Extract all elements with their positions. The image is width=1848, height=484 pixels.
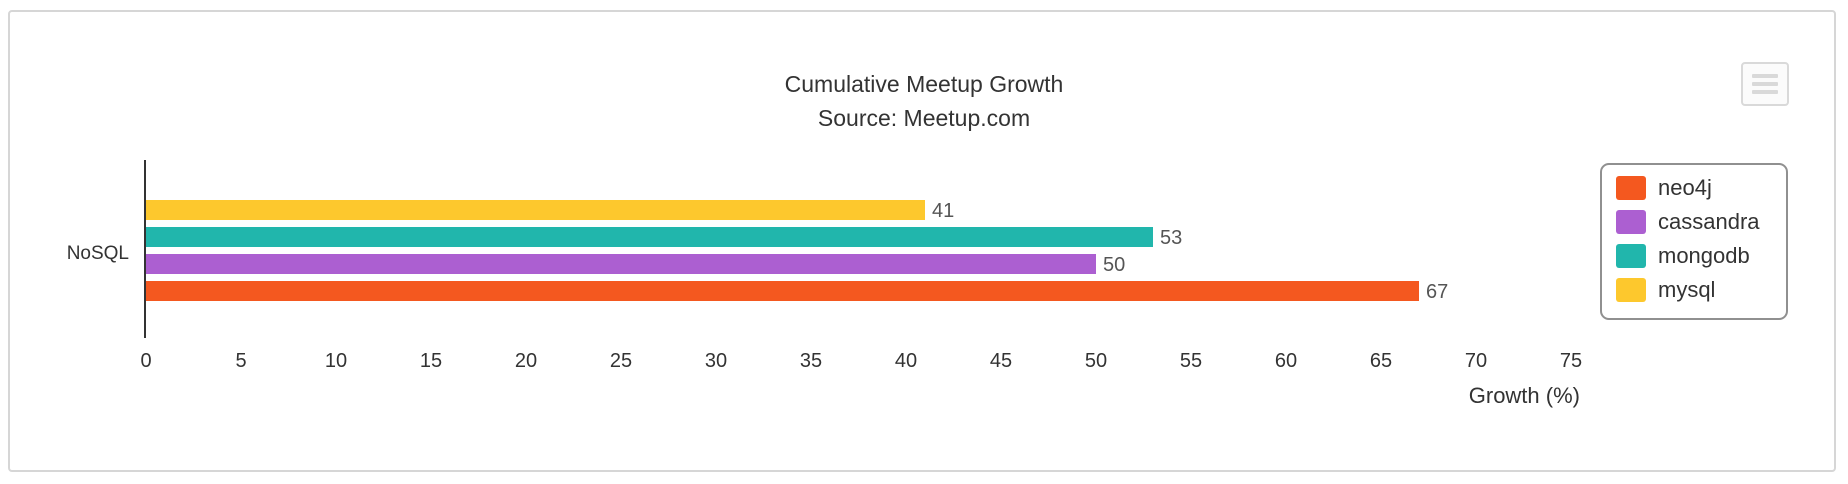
bar-group: [146, 200, 1419, 301]
category-label: NoSQL: [67, 243, 129, 264]
x-tick-label: 45: [990, 350, 1012, 372]
x-tick-group: 0 5 10 15 20 25 30 35 40 45 50 55 60 65 70 75: [140, 350, 1582, 372]
x-tick-label: 0: [140, 350, 151, 372]
x-tick-label: 60: [1275, 350, 1297, 372]
data-label-neo4j: 67: [1426, 281, 1448, 303]
x-tick-label: 40: [895, 350, 917, 372]
x-tick-label: 50: [1085, 350, 1107, 372]
legend-swatch-cassandra[interactable]: [1616, 210, 1646, 234]
x-tick-label: 25: [610, 350, 632, 372]
x-tick-label: 35: [800, 350, 822, 372]
legend-label-cassandra[interactable]: cassandra: [1658, 209, 1760, 234]
x-tick-label: 65: [1370, 350, 1392, 372]
chart-subtitle: Source: Meetup.com: [818, 105, 1030, 131]
data-label-cassandra: 50: [1103, 254, 1125, 276]
x-tick-label: 30: [705, 350, 727, 372]
chart-title: Cumulative Meetup Growth: [785, 71, 1064, 97]
bar-mysql[interactable]: [146, 200, 925, 220]
hamburger-menu-icon: [1752, 74, 1778, 78]
bar-cassandra[interactable]: [146, 254, 1096, 274]
x-tick-label: 55: [1180, 350, 1202, 372]
data-label-mongodb: 53: [1160, 227, 1182, 249]
legend-label-mongodb[interactable]: mongodb: [1658, 243, 1750, 268]
x-tick-label: 75: [1560, 350, 1582, 372]
x-tick-label: 70: [1465, 350, 1487, 372]
legend-swatch-mongodb[interactable]: [1616, 244, 1646, 268]
x-tick-label: 10: [325, 350, 347, 372]
data-label-group: 67 50 53 41: [932, 200, 1448, 303]
bar-mongodb[interactable]: [146, 227, 1153, 247]
x-tick-label: 15: [420, 350, 442, 372]
hamburger-menu-icon-line: [1752, 82, 1778, 86]
hamburger-menu-icon-line: [1752, 90, 1778, 94]
bar-neo4j[interactable]: [146, 281, 1419, 301]
x-tick-label: 5: [235, 350, 246, 372]
chart-export-menu-button[interactable]: [1741, 62, 1789, 106]
legend-label-mysql[interactable]: mysql: [1658, 277, 1715, 302]
legend: neo4j cassandra mongodb mysql: [1600, 163, 1788, 320]
x-tick-label: 20: [515, 350, 537, 372]
legend-swatch-mysql[interactable]: [1616, 278, 1646, 302]
legend-label-neo4j[interactable]: neo4j: [1658, 175, 1712, 200]
legend-swatch-neo4j[interactable]: [1616, 176, 1646, 200]
x-axis-title: Growth (%): [1469, 383, 1580, 408]
legend-box: [1600, 163, 1788, 320]
data-label-mysql: 41: [932, 200, 954, 222]
